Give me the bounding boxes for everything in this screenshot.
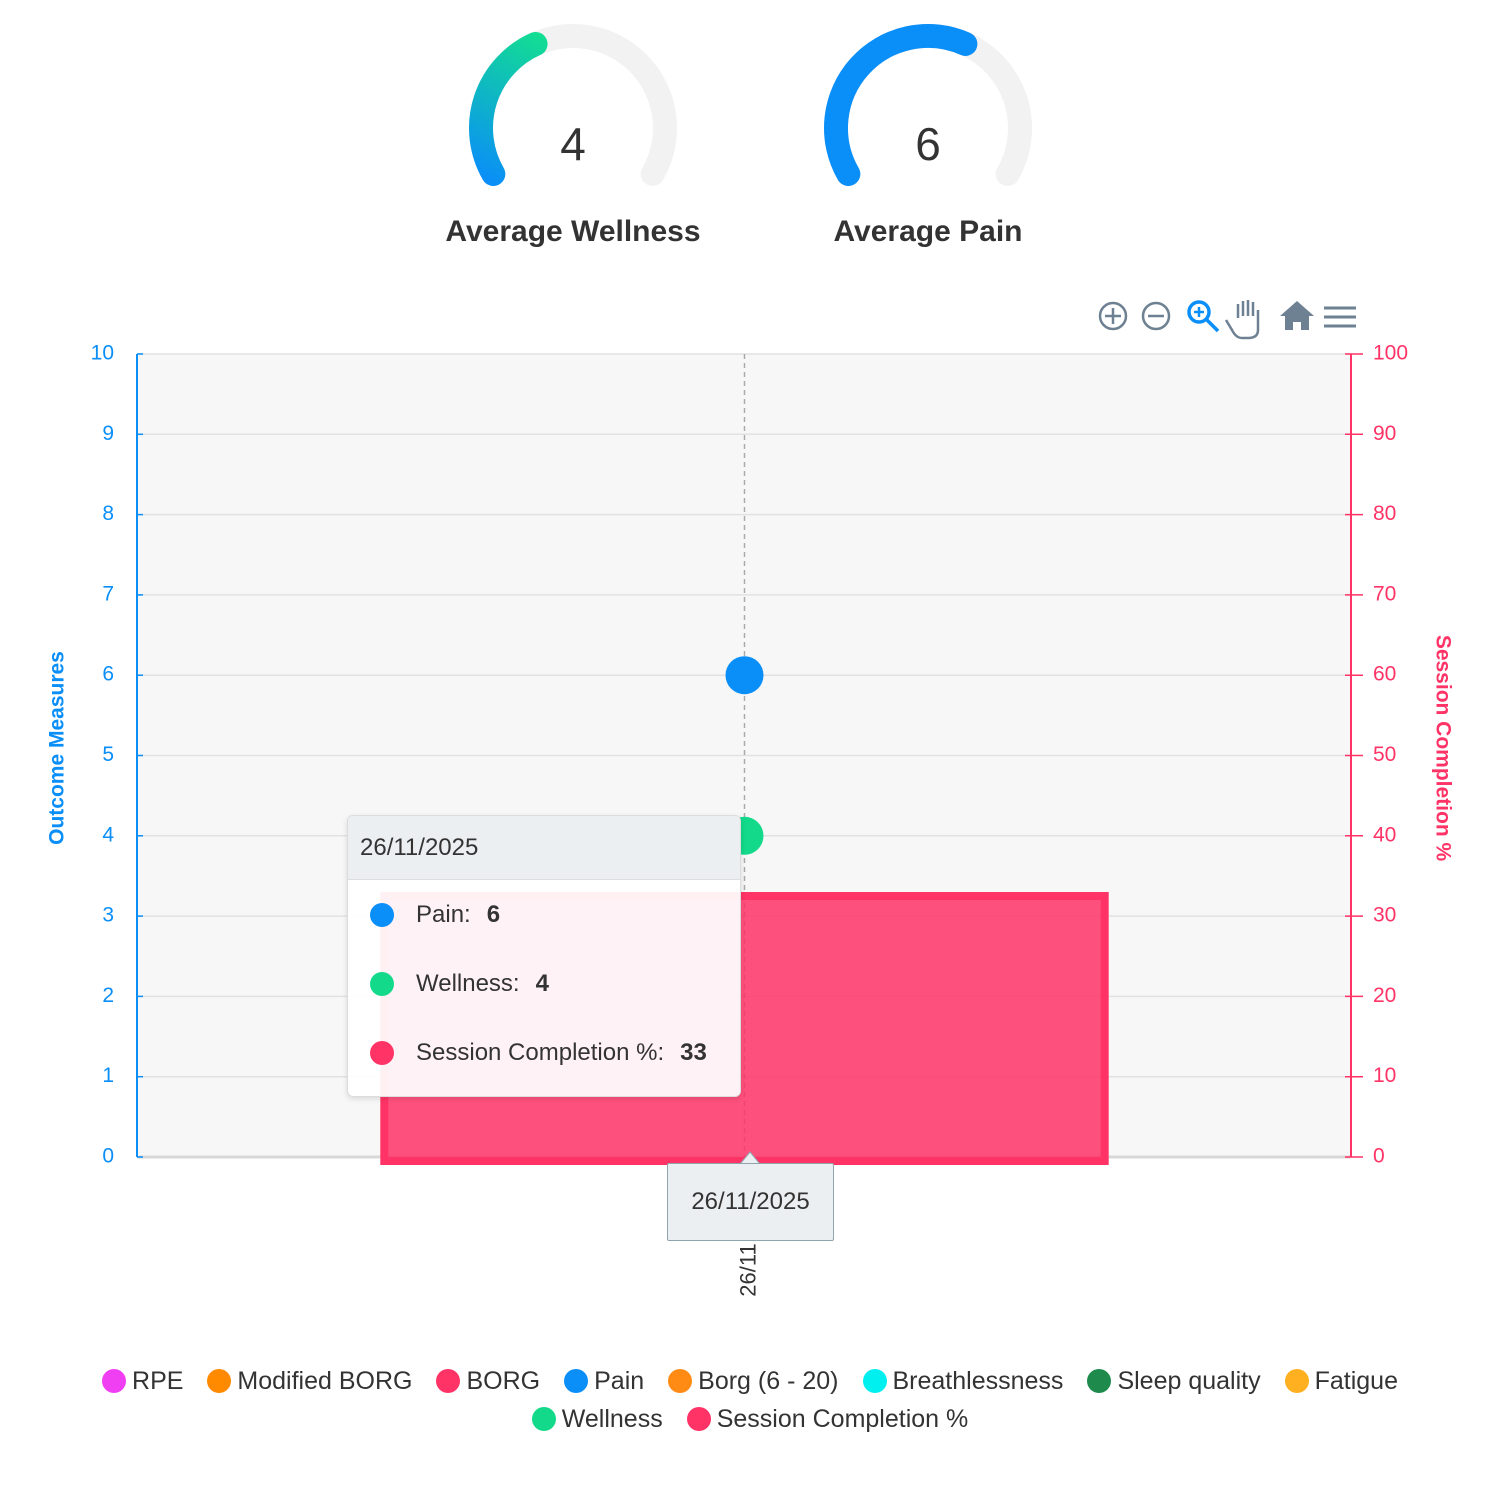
legend-marker [1284, 1369, 1309, 1393]
legend-marker [686, 1407, 711, 1431]
legend-item[interactable]: Breathlessness [862, 1365, 1064, 1397]
legend-item[interactable]: Borg (6 - 20) [668, 1365, 839, 1397]
tooltip-value: 4 [535, 969, 549, 997]
tooltip-label: Session Completion %: [416, 1038, 665, 1066]
y2-tick-label: 10 [1373, 1064, 1396, 1087]
legend-item[interactable]: RPE [102, 1365, 183, 1397]
tooltip-marker [370, 902, 394, 927]
tooltip-row: Wellness: 4 [348, 949, 740, 1018]
legend-item[interactable]: Session Completion % [686, 1403, 969, 1435]
tooltip-value: 33 [680, 1038, 707, 1066]
legend-marker [207, 1369, 232, 1393]
toolbar [1098, 300, 1356, 340]
legend-item[interactable]: Wellness [531, 1403, 663, 1435]
y2-tick-label: 20 [1373, 984, 1396, 1007]
y2-tick-label: 30 [1373, 904, 1396, 927]
tooltip: 26/11/2025 Pain: 6 Wellness: 4 Session Comple… [347, 815, 741, 1097]
legend-label: Breathlessness [892, 1366, 1064, 1395]
y-tick-label: 6 [102, 663, 114, 686]
legend-marker [102, 1369, 127, 1393]
y-axis-title: Outcome Measures [46, 651, 69, 845]
legend-item[interactable]: Pain [564, 1365, 644, 1397]
gauge-value-arc [469, 31, 548, 186]
legend: RPE Modified BORG BORG Pain Borg (6 - 20) Bre… [0, 1362, 1500, 1438]
y2-tick-label: 70 [1373, 582, 1396, 605]
y-tick-label: 5 [102, 743, 114, 766]
gauge-value: 6 [915, 118, 941, 170]
legend-label: Borg (6 - 20) [698, 1366, 839, 1395]
zoom-in-button[interactable] [1098, 301, 1128, 331]
tooltip-marker [370, 971, 394, 996]
legend-marker [1087, 1369, 1112, 1393]
y-tick-label: 2 [102, 984, 114, 1007]
y2-tick-label: 100 [1373, 342, 1408, 365]
y-tick-label: 0 [102, 1145, 114, 1168]
legend-marker [668, 1369, 693, 1393]
tooltip-label: Wellness: [416, 969, 520, 997]
legend-label: Wellness [561, 1404, 663, 1433]
legend-label: Modified BORG [237, 1366, 413, 1395]
tooltip-row: Session Completion %: 33 [348, 1018, 740, 1087]
legend-marker [564, 1369, 589, 1393]
crosshair-label: 26/11/2025 [667, 1163, 834, 1241]
legend-marker [436, 1369, 461, 1393]
gauge-value-arc [824, 24, 978, 186]
y-tick-label: 4 [102, 823, 114, 846]
legend-item[interactable]: Fatigue [1284, 1365, 1398, 1397]
tooltip-title: 26/11/2025 [348, 816, 740, 880]
y-tick-label: 9 [102, 422, 114, 445]
y-tick-label: 7 [102, 582, 114, 605]
y2-tick-label: 50 [1373, 743, 1396, 766]
legend-marker [531, 1407, 556, 1431]
y-tick-label: 8 [102, 502, 114, 525]
y2-tick-label: 60 [1373, 663, 1396, 686]
legend-label: Session Completion % [716, 1404, 969, 1433]
y2-tick-label: 0 [1373, 1145, 1385, 1168]
y-tick-label: 10 [91, 342, 114, 365]
legend-label: Sleep quality [1117, 1366, 1261, 1395]
tooltip-label: Pain: [416, 900, 471, 928]
x-tick-label: 26/11 [735, 1243, 760, 1296]
tooltip-row: Pain: 6 [348, 880, 740, 949]
pan-button[interactable] [1224, 300, 1260, 340]
legend-label: BORG [466, 1366, 541, 1395]
selection-zoom-button[interactable] [1187, 300, 1220, 333]
gauge-title: Average Wellness [445, 215, 700, 248]
gauge-title: Average Pain [834, 215, 1023, 248]
y2-tick-label: 90 [1373, 422, 1396, 445]
zoom-out-button[interactable] [1141, 301, 1171, 331]
gauge-value: 4 [560, 118, 586, 170]
menu-button[interactable] [1324, 306, 1356, 328]
point [725, 656, 764, 695]
legend-item[interactable]: Modified BORG [207, 1365, 412, 1397]
legend-marker [862, 1369, 887, 1393]
legend-item[interactable]: BORG [436, 1365, 540, 1397]
legend-label: RPE [132, 1366, 184, 1395]
legend-label: Fatigue [1314, 1366, 1398, 1395]
legend-item[interactable]: Sleep quality [1087, 1365, 1261, 1397]
tooltip-marker [370, 1040, 394, 1065]
y2-tick-label: 40 [1373, 823, 1396, 846]
y-tick-label: 3 [102, 904, 114, 927]
y-tick-label: 1 [102, 1064, 114, 1087]
tooltip-value: 6 [486, 900, 501, 928]
y2-tick-label: 80 [1373, 502, 1396, 525]
reset-button[interactable] [1280, 301, 1314, 330]
y2-axis-title: Session Completion % [1431, 635, 1454, 862]
legend-label: Pain [594, 1366, 645, 1395]
